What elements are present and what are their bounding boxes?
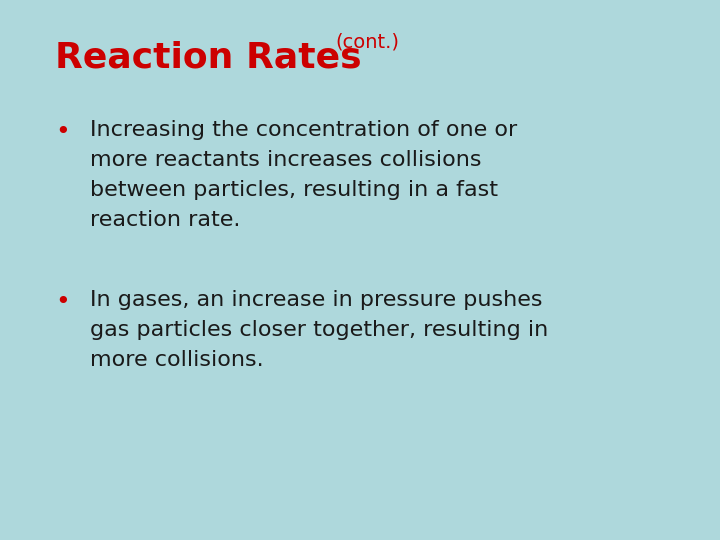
Text: reaction rate.: reaction rate. — [90, 210, 240, 230]
Text: In gases, an increase in pressure pushes: In gases, an increase in pressure pushes — [90, 290, 542, 310]
Text: •: • — [55, 290, 70, 314]
Text: (cont.): (cont.) — [335, 32, 399, 51]
Text: between particles, resulting in a fast: between particles, resulting in a fast — [90, 180, 498, 200]
Text: gas particles closer together, resulting in: gas particles closer together, resulting… — [90, 320, 548, 340]
Text: Reaction Rates: Reaction Rates — [55, 40, 361, 74]
Text: more reactants increases collisions: more reactants increases collisions — [90, 150, 482, 170]
Text: •: • — [55, 120, 70, 144]
Text: more collisions.: more collisions. — [90, 350, 264, 370]
Text: Increasing the concentration of one or: Increasing the concentration of one or — [90, 120, 517, 140]
